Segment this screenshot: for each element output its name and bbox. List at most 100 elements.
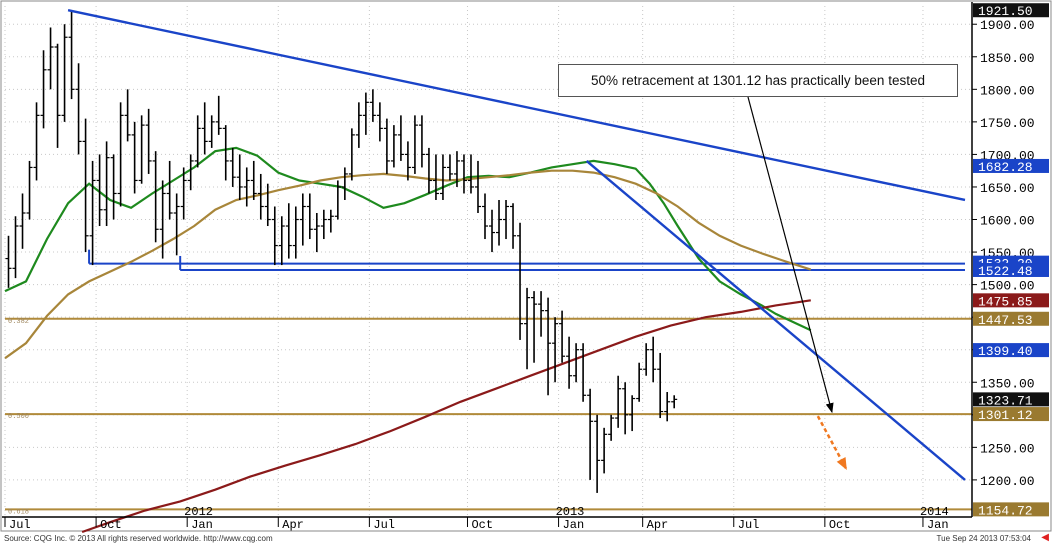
ohlc-bar	[446, 154, 453, 181]
ohlc-bar	[89, 160, 96, 266]
ohlc-bar	[292, 206, 299, 259]
ohlc-bar	[432, 154, 439, 200]
price-bars-layer	[5, 10, 678, 493]
y-tick-label: 1850.00	[980, 51, 1035, 66]
ohlc-bar	[61, 24, 68, 122]
ohlc-bar	[285, 203, 292, 259]
ohlc-bar	[362, 92, 369, 135]
ohlc-bar	[538, 291, 545, 337]
y-tick-label: 1600.00	[980, 214, 1035, 229]
price-tag-label: 1522.48	[978, 264, 1033, 279]
ohlc-bar	[566, 336, 573, 389]
x-tick-label: Jan	[563, 518, 585, 532]
ohlc-bar	[68, 10, 75, 100]
trendline	[67, 9, 966, 202]
ohlc-bar	[369, 89, 376, 122]
ohlc-bar	[82, 118, 89, 253]
ohlc-bar	[671, 395, 678, 409]
moving-averages-layer	[4, 146, 812, 534]
price-tag-label: 1399.40	[978, 344, 1033, 359]
ohlc-bar	[208, 115, 215, 148]
price-tag-bg	[973, 343, 1049, 358]
x-tick-label: Apr	[282, 518, 304, 532]
ohlc-bar	[376, 102, 383, 142]
ohlc-bar	[236, 154, 243, 200]
x-tick-label: Jan	[191, 518, 213, 532]
ohlc-bar	[397, 115, 404, 161]
x-tick-label: Jul	[9, 518, 31, 532]
ohlc-bar	[390, 125, 397, 168]
ohlc-bar	[496, 199, 503, 246]
ohlc-bar	[264, 183, 271, 227]
price-tag-label: 1154.72	[978, 503, 1033, 518]
price-level-tag: 1522.48	[973, 262, 1049, 279]
ohlc-bar	[19, 193, 26, 249]
ohlc-bar	[573, 343, 580, 383]
ohlc-bar	[517, 222, 524, 340]
x-year-label: 2014	[920, 505, 949, 519]
ohlc-bar	[467, 154, 474, 194]
y-tick-label: 1800.00	[980, 83, 1035, 98]
x-year-label: 2013	[556, 505, 585, 519]
ohlc-bar	[250, 160, 257, 200]
ohlc-bar	[587, 388, 594, 480]
x-tick-label: Apr	[647, 518, 669, 532]
moving-average-line	[81, 299, 811, 534]
x-tick-label: Oct	[471, 518, 493, 532]
ohlc-bar	[12, 216, 19, 279]
ohlc-bar	[545, 297, 552, 396]
price-tag-label: 1475.85	[978, 294, 1033, 309]
ohlc-bar	[503, 199, 510, 240]
ohlc-bar	[96, 154, 103, 227]
moving-average-line	[4, 146, 812, 332]
ohlc-bar	[278, 216, 285, 266]
ohlc-bar	[453, 151, 460, 187]
y-tick-label: 1200.00	[980, 474, 1035, 489]
price-tag-bg	[973, 3, 1049, 18]
price-tag-label: 1323.71	[978, 393, 1033, 408]
ohlc-bar	[180, 167, 187, 220]
price-level-tag: 1921.50	[973, 3, 1049, 19]
price-tag-bg	[973, 407, 1049, 422]
ohlc-bar	[75, 63, 82, 155]
ohlc-bar	[138, 115, 145, 184]
projection-arrow	[816, 415, 847, 470]
x-tick-label: Oct	[829, 518, 851, 532]
ohlc-bar	[657, 352, 664, 419]
price-level-tag: 1154.72	[973, 502, 1049, 518]
chart-border	[0, 0, 1052, 532]
ohlc-bar	[33, 102, 40, 181]
ohlc-bar	[559, 310, 566, 363]
price-level-tag: 1475.85	[973, 293, 1049, 309]
ohlc-bar	[271, 206, 278, 266]
ohlc-bar	[580, 343, 587, 402]
price-tag-label: 1682.28	[978, 160, 1033, 175]
price-tag-bg	[973, 392, 1049, 407]
ohlc-bar	[355, 102, 362, 148]
ohlc-bar	[110, 154, 117, 220]
ohlc-bar	[103, 141, 110, 227]
ohlc-bar	[608, 414, 615, 441]
trendlines-layer	[67, 9, 966, 481]
ohlc-bar	[404, 141, 411, 181]
ohlc-bar	[187, 154, 194, 191]
ohlc-bar	[460, 154, 467, 194]
price-labels-layer: 1921.501682.281532.201522.481475.851447.…	[973, 3, 1049, 518]
ohlc-bar	[257, 173, 264, 220]
ohlc-bar	[650, 336, 657, 383]
ohlc-bar	[418, 115, 425, 168]
y-tick-label: 1250.00	[980, 441, 1035, 456]
ohlc-bar	[124, 89, 131, 142]
x-tick-label: Oct	[100, 518, 122, 532]
ohlc-bar	[117, 102, 124, 207]
ohlc-bar	[243, 167, 250, 207]
moving-average-line	[4, 169, 812, 360]
x-year-label: 2012	[184, 505, 213, 519]
ohlc-bar	[489, 209, 496, 253]
scroll-left-arrow-icon[interactable]: ◀	[1041, 532, 1049, 543]
y-tick-label: 1750.00	[980, 116, 1035, 131]
price-tag-label: 1921.50	[978, 4, 1033, 19]
fib-ratio-label: 0.618	[8, 508, 29, 516]
ohlc-bar	[47, 27, 54, 90]
